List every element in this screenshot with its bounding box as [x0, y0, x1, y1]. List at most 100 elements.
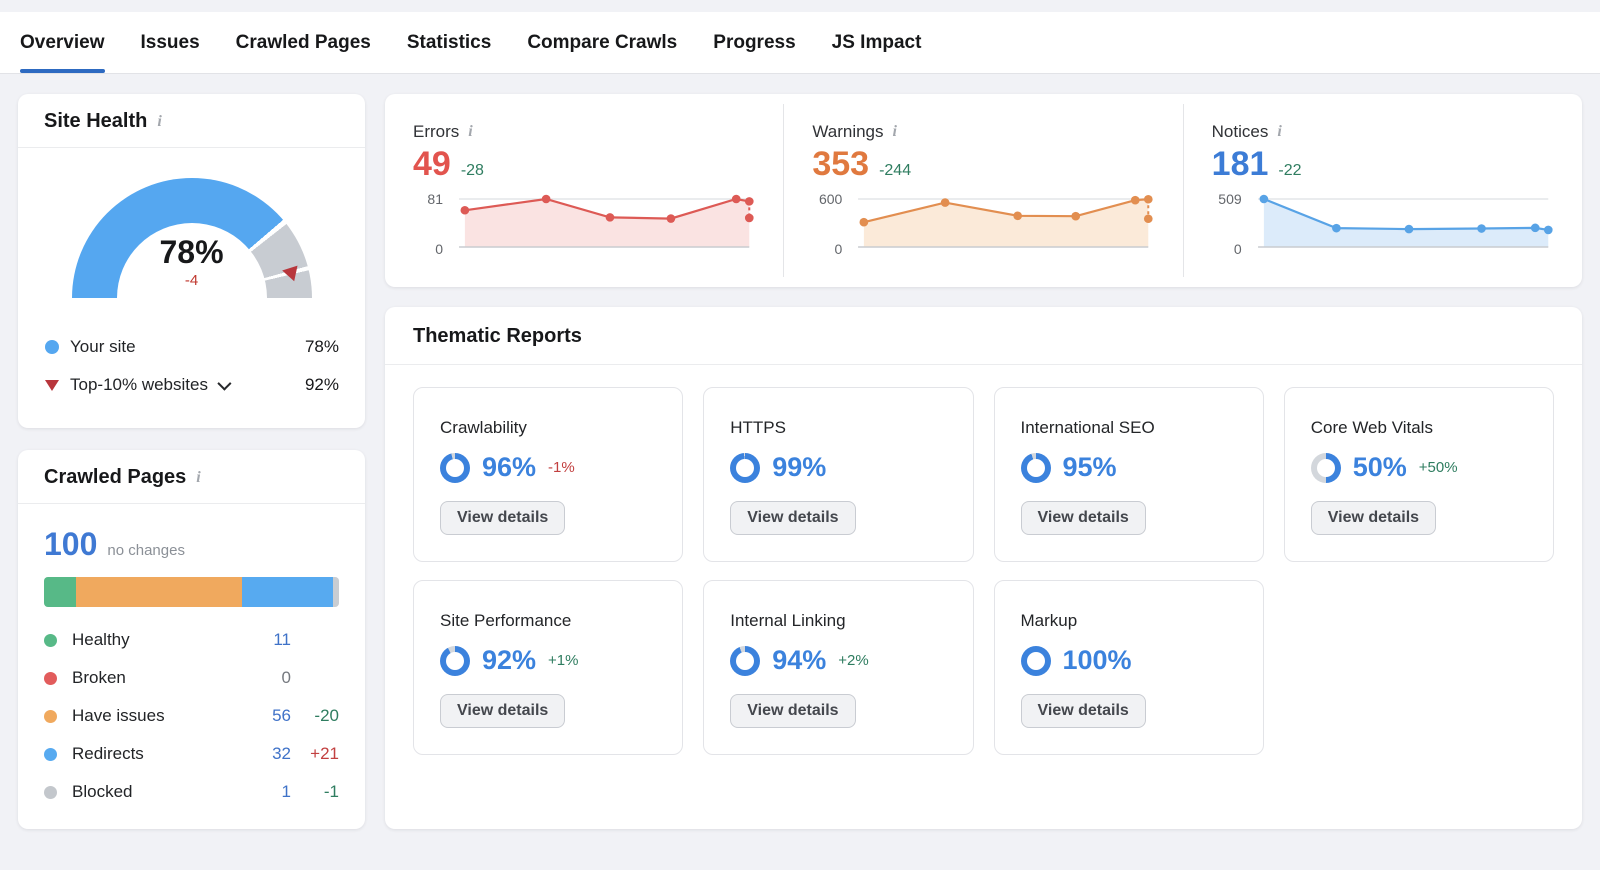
donut-progress-icon	[1020, 645, 1051, 676]
legend-label: Have issues	[72, 706, 165, 725]
bar-segment-healthy	[44, 577, 77, 607]
report-card-https: HTTPS 99% View details	[703, 387, 974, 563]
report-card-title: Site Performance	[440, 611, 572, 631]
tab-compare-crawls[interactable]: Compare Crawls	[527, 31, 678, 53]
legend-label: Your site	[70, 337, 136, 356]
summary-count: 353	[812, 145, 870, 183]
summary-title: Warnings	[812, 122, 884, 141]
thematic-reports-grid: Crawlability 96% -1% View details HTTPS 99% Vi…	[385, 365, 1582, 785]
left-column: Site Health i 78% -4 Your site 78% Top-10%…	[18, 94, 365, 829]
status-dot-icon	[44, 633, 57, 647]
sparkline-chart	[459, 195, 754, 249]
info-icon[interactable]: i	[157, 112, 162, 130]
sparkline-row: 81 0	[413, 191, 755, 258]
report-card-title: Markup	[1020, 611, 1078, 631]
report-card-core-web-vitals: Core Web Vitals 50% +50% View details	[1283, 387, 1554, 563]
sparkline-row: 600 0	[812, 191, 1154, 257]
legend-count[interactable]: 11	[273, 630, 291, 649]
crawled-pages-body: 100 no changes Healthy 11 Broken 0 Have issu…	[18, 504, 365, 829]
report-card-title: Internal Linking	[730, 611, 846, 631]
y-axis-max-label: 81	[427, 191, 443, 208]
data-point	[1071, 212, 1081, 221]
data-point	[460, 206, 470, 215]
crawled-pages-legend-row: Blocked 1 -1	[44, 773, 339, 811]
sparkline-y-axis: 509 0	[1212, 191, 1252, 257]
tab-issues[interactable]: Issues	[140, 31, 200, 53]
bar-segment-redirects	[241, 577, 334, 607]
tab-crawled-pages[interactable]: Crawled Pages	[235, 31, 371, 53]
data-point	[941, 198, 950, 208]
view-details-button[interactable]: View details	[1310, 501, 1437, 536]
summary-title: Errors	[413, 122, 460, 141]
data-point	[1476, 224, 1486, 234]
report-card-score-row: 50% +50%	[1310, 452, 1527, 483]
view-details-button[interactable]: View details	[730, 501, 856, 536]
data-point	[1131, 196, 1140, 205]
view-details-button[interactable]: View details	[440, 694, 566, 729]
data-point	[605, 213, 615, 223]
tab-js-impact[interactable]: JS Impact	[831, 31, 922, 53]
tab-statistics[interactable]: Statistics	[406, 31, 492, 53]
legend-label: Top-10% websites	[70, 375, 208, 394]
info-icon[interactable]: i	[468, 123, 473, 140]
report-card-score-row: 94% +2%	[730, 645, 946, 676]
crawled-pages-header: Crawled Pages i	[18, 450, 365, 504]
triangle-down-icon	[45, 379, 59, 391]
data-point	[744, 197, 754, 207]
view-details-button[interactable]: View details	[1020, 694, 1146, 729]
data-point	[1543, 226, 1553, 235]
report-card-delta: +1%	[548, 652, 579, 670]
benchmark-triangle-icon	[44, 379, 60, 391]
legend-count[interactable]: 56	[272, 706, 291, 725]
summary-title: Notices	[1211, 122, 1269, 141]
view-details-button[interactable]: View details	[1020, 501, 1146, 536]
data-point	[1144, 214, 1153, 224]
status-dot-icon	[44, 671, 57, 685]
data-point	[1259, 195, 1268, 204]
data-point	[859, 218, 869, 227]
report-card-title: Crawlability	[440, 418, 527, 438]
site-health-legend-row: Your site 78%	[44, 328, 339, 366]
data-point	[1013, 211, 1023, 221]
status-dot-icon	[44, 747, 57, 761]
legend-label: Broken	[72, 668, 126, 687]
report-card-international-seo: International SEO 95% View details	[993, 387, 1264, 563]
site-health-panel: Site Health i 78% -4 Your site 78% Top-10%…	[18, 94, 365, 428]
legend-count[interactable]: 1	[281, 782, 291, 801]
crawled-pages-title: Crawled Pages	[44, 466, 187, 488]
info-icon[interactable]: i	[196, 468, 201, 486]
report-card-delta: +50%	[1418, 459, 1458, 477]
info-icon[interactable]: i	[1277, 123, 1282, 140]
report-card-score-row: 99%	[730, 452, 946, 483]
summary-count-row: 49 -28	[413, 145, 755, 183]
tab-progress[interactable]: Progress	[713, 31, 796, 53]
site-health-legend: Your site 78% Top-10% websites 92%	[44, 328, 339, 404]
view-details-button[interactable]: View details	[730, 694, 856, 729]
data-point	[744, 214, 754, 223]
site-health-score-delta: -4	[184, 271, 199, 289]
tab-overview[interactable]: Overview	[20, 12, 105, 73]
chevron-down-icon[interactable]	[217, 376, 232, 391]
info-icon[interactable]: i	[892, 123, 897, 140]
crawled-pages-stacked-bar	[44, 577, 339, 607]
donut-progress-icon	[1310, 452, 1341, 483]
y-axis-zero-label: 0	[435, 241, 443, 258]
summary-count-row: 181 -22	[1212, 145, 1554, 183]
report-card-percent: 92%	[482, 645, 537, 676]
site-health-legend-row: Top-10% websites 92%	[44, 366, 339, 404]
report-card-score-row: 95%	[1020, 452, 1237, 483]
legend-value: 92%	[304, 375, 339, 394]
crawled-pages-panel: Crawled Pages i 100 no changes Healthy 11…	[18, 450, 365, 829]
site-health-body: 78% -4 Your site 78% Top-10% websites 92%	[18, 148, 365, 428]
legend-count[interactable]: 32	[272, 744, 291, 763]
data-point	[1331, 224, 1341, 233]
legend-label: Healthy	[72, 630, 130, 649]
tab-bar: Overview Issues Crawled Pages Statistics Com…	[0, 12, 1600, 74]
your-site-dot-icon	[44, 340, 60, 354]
view-details-button[interactable]: View details	[440, 501, 566, 536]
crawled-pages-total: 100	[44, 526, 98, 562]
legend-count: 0	[281, 668, 291, 687]
crawled-pages-legend-row: Broken 0	[44, 659, 339, 697]
donut-progress-icon	[730, 452, 761, 483]
thematic-reports-title: Thematic Reports	[413, 325, 582, 348]
